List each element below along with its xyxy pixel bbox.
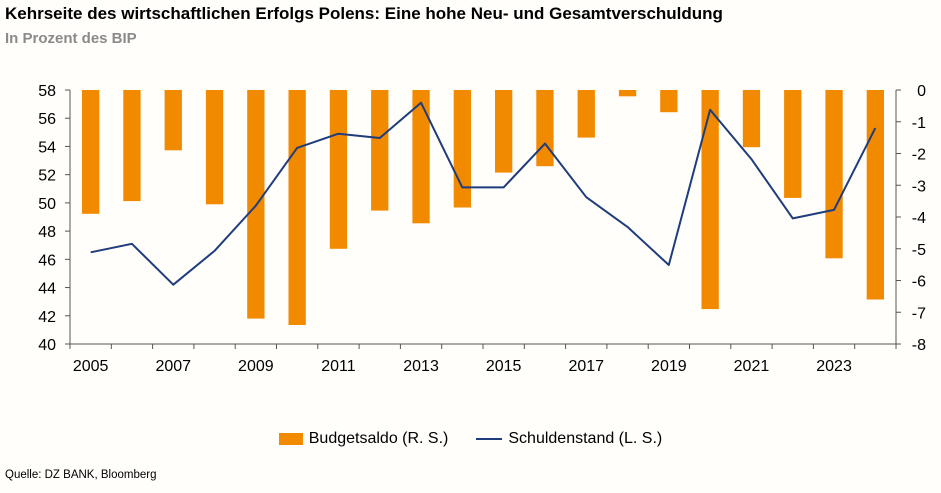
y-right-tick-label: -4 bbox=[912, 210, 926, 227]
y-right-tick-label: -2 bbox=[912, 147, 926, 164]
bar-2015 bbox=[495, 90, 513, 173]
x-tick-label: 2009 bbox=[238, 358, 274, 375]
bar-2021 bbox=[742, 90, 761, 148]
legend-item-line: Schuldenstand (L. S.) bbox=[476, 430, 662, 448]
y-right-tick-label: -7 bbox=[912, 305, 926, 322]
y-left-tick-label: 56 bbox=[38, 111, 56, 128]
y-right-tick-label: -3 bbox=[912, 178, 926, 195]
legend-item-bars: Budgetsaldo (R. S.) bbox=[278, 430, 449, 448]
bar-2019 bbox=[660, 90, 678, 113]
chart-title: Kehrseite des wirtschaftlichen Erfolgs P… bbox=[5, 4, 723, 23]
bar-2016 bbox=[536, 90, 554, 167]
legend-swatch-bars bbox=[278, 433, 303, 445]
y-right-tick-label: -1 bbox=[912, 115, 926, 132]
bar-2023 bbox=[825, 90, 843, 259]
y-left-tick-label: 48 bbox=[38, 224, 56, 241]
bar-2011 bbox=[329, 90, 348, 249]
bar-2007 bbox=[164, 90, 182, 151]
y-left-tick-label: 54 bbox=[38, 139, 56, 156]
chart-area: 58 56 54 52 50 48 46 44 42 40 0 -1 -2 -3 -4 -5 -6 -7 -8 200… bbox=[38, 83, 926, 375]
y-left-tick-label: 44 bbox=[38, 281, 56, 298]
chart-subtitle: In Prozent des BIP bbox=[5, 30, 137, 47]
y-left-tick-label: 46 bbox=[38, 252, 56, 269]
legend-swatch-line bbox=[476, 438, 503, 440]
x-tick-label: 2007 bbox=[155, 358, 191, 375]
legend-label-line: Schuldenstand (L. S.) bbox=[508, 430, 663, 447]
y-right-tick-label: 0 bbox=[917, 83, 926, 100]
bar-2017 bbox=[577, 90, 595, 138]
bar-2018 bbox=[618, 90, 637, 97]
legend: Budgetsaldo (R. S.) Schuldenstand (L. S.… bbox=[0, 430, 941, 448]
bar-2020 bbox=[701, 90, 719, 310]
y-left-tick-label: 40 bbox=[38, 337, 56, 354]
bar-2006 bbox=[123, 90, 141, 202]
legend-label-bars: Budgetsaldo (R. S.) bbox=[308, 430, 449, 447]
y-left-tick-label: 42 bbox=[38, 309, 56, 326]
x-tick-label: 2021 bbox=[734, 358, 770, 375]
y-right-tick-label: -5 bbox=[912, 242, 926, 259]
x-tick-label: 2015 bbox=[486, 358, 522, 375]
source-note: Quelle: DZ BANK, Bloomberg bbox=[5, 469, 157, 481]
bar-2012 bbox=[371, 90, 389, 211]
bar-2014 bbox=[453, 90, 471, 208]
bar-2022 bbox=[784, 90, 802, 198]
y-left-tick-label: 58 bbox=[38, 83, 56, 100]
bar-2008 bbox=[205, 90, 224, 205]
x-tick-label: 2011 bbox=[321, 358, 356, 375]
bar-2013 bbox=[412, 90, 430, 224]
x-tick-label: 2017 bbox=[568, 358, 604, 375]
bar-2005 bbox=[82, 90, 100, 214]
y-right-tick-label: -6 bbox=[912, 274, 926, 291]
bar-2024 bbox=[866, 90, 884, 300]
x-tick-label: 2019 bbox=[651, 358, 687, 375]
y-left-tick-label: 50 bbox=[38, 196, 56, 213]
line-schuldenstand bbox=[90, 101, 877, 286]
bar-2010 bbox=[288, 90, 306, 325]
x-tick-label: 2023 bbox=[816, 358, 852, 375]
y-left-tick-label: 52 bbox=[38, 168, 56, 185]
x-tick-label: 2013 bbox=[403, 358, 439, 375]
y-right-tick-label: -8 bbox=[912, 337, 926, 354]
x-tick-label: 2005 bbox=[73, 358, 109, 375]
